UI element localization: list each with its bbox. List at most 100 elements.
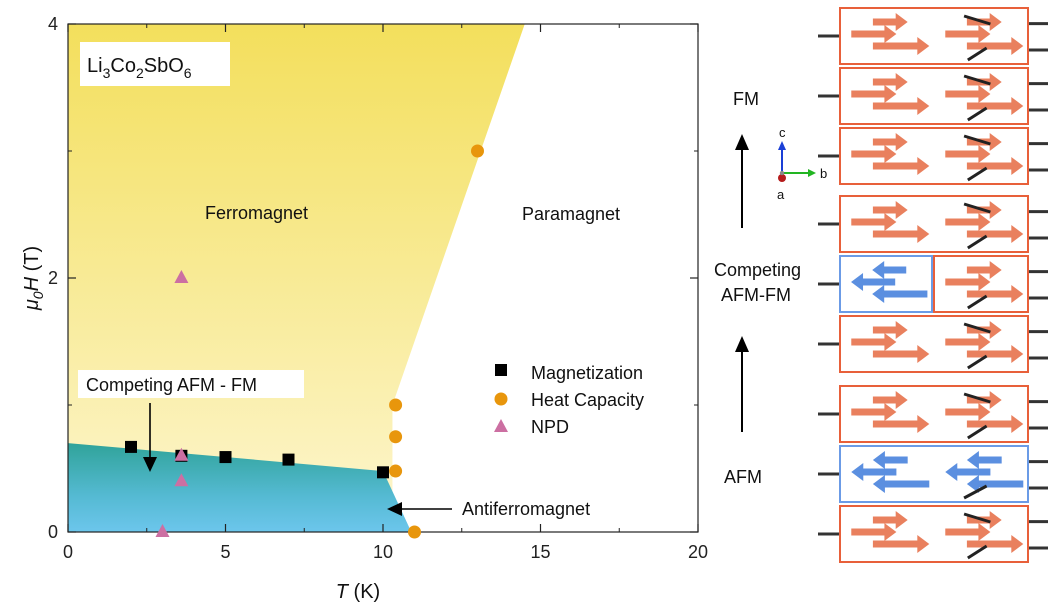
axis-label-b: b — [820, 166, 827, 181]
spin-panel-fm — [818, 195, 1048, 253]
legend-marker-npd — [494, 419, 508, 432]
heat-capacity-point — [389, 464, 403, 478]
spin-arrow-head — [1011, 535, 1024, 553]
spin-arrow-head — [978, 213, 991, 231]
annotation-competing: Competing AFM - FM — [86, 375, 257, 395]
spin-arrow-head — [1011, 37, 1024, 55]
magnetization-point — [282, 453, 295, 466]
label-fm: FM — [733, 89, 759, 109]
spin-arrow-head — [978, 145, 991, 163]
spin-arrow-head — [966, 475, 979, 493]
magnetization-point — [125, 440, 137, 453]
spin-arrow-head — [1011, 345, 1024, 363]
spin-arrow-head — [917, 415, 930, 433]
spin-panel-fm — [818, 7, 1048, 65]
annotation-arrowhead-competing — [143, 457, 157, 472]
spin-arrow-head — [989, 73, 1002, 91]
spin-arrow-head — [978, 25, 991, 43]
heat-capacity-point — [389, 398, 403, 412]
y-tick-label: 0 — [48, 522, 58, 542]
progression-arrowhead-lower — [735, 336, 749, 352]
npd-point — [155, 524, 170, 537]
spin-arrow-head — [872, 285, 885, 303]
legend-label-magnetization: Magnetization — [531, 363, 643, 383]
spin-arrow-head — [895, 391, 908, 409]
spin-arrow-head — [989, 391, 1002, 409]
axis-label-a: a — [777, 187, 785, 202]
legend-marker-magnetization — [495, 364, 507, 376]
bond-rod — [963, 74, 991, 86]
legend: Magnetization Heat Capacity NPD — [494, 363, 644, 437]
bond-rod — [963, 484, 988, 500]
spin-structure-diagram: FM Competing AFM-FM AFM c b a — [714, 7, 1048, 563]
bond-rod — [963, 512, 991, 524]
region-label-paramagnet: Paramagnet — [522, 204, 620, 224]
bond-rod — [967, 544, 988, 560]
bond-rod — [967, 106, 988, 122]
heat-capacity-point — [408, 525, 421, 539]
x-tick-label: 15 — [530, 542, 550, 562]
spin-arrow-head — [989, 321, 1002, 339]
ferromagnet-region — [68, 24, 525, 532]
crystal-axes-icon — [778, 141, 816, 182]
bond-rod — [967, 166, 988, 182]
bond-rod — [967, 46, 988, 62]
chart-title: Li3Co2SbO6 — [87, 55, 192, 81]
annotation-antiferromagnet: Antiferromagnet — [462, 499, 590, 519]
spin-panel-fm — [818, 67, 1048, 125]
npd-point — [174, 473, 189, 487]
spin-arrow-head — [917, 97, 930, 115]
spin-arrow-head — [884, 213, 897, 231]
spin-arrow-head — [895, 321, 908, 339]
bond-rod — [967, 234, 988, 250]
spin-arrow-head — [978, 85, 991, 103]
y-tick-labels: 0 2 4 — [48, 14, 58, 542]
magnetization-point — [377, 466, 389, 479]
spin-arrow-head — [851, 273, 864, 291]
spin-arrow-head — [989, 511, 1002, 529]
spin-arrow-head — [872, 261, 885, 279]
heat-capacity-point — [471, 144, 484, 158]
heat-capacity-point — [389, 430, 403, 444]
x-tick-label: 5 — [220, 542, 230, 562]
spin-arrow-head — [917, 157, 930, 175]
bond-rod — [963, 14, 991, 26]
progression-arrowhead-upper — [735, 134, 749, 150]
spin-arrow-head — [895, 13, 908, 31]
spin-arrow-head — [978, 273, 991, 291]
label-competing-line1: Competing — [714, 260, 801, 280]
spin-arrow-head — [895, 133, 908, 151]
x-tick-label: 10 — [373, 542, 393, 562]
data-markers — [125, 144, 484, 539]
spin-arrow-head — [989, 261, 1002, 279]
spin-arrow-head — [884, 333, 897, 351]
axis-label-c: c — [779, 125, 786, 140]
spin-arrow-head — [1011, 97, 1024, 115]
y-tick-label: 2 — [48, 268, 58, 288]
spin-arrow-head — [851, 463, 864, 481]
region-label-ferromagnet: Ferromagnet — [205, 203, 308, 223]
y-tick-label: 4 — [48, 14, 58, 34]
spin-arrow-head — [917, 535, 930, 553]
legend-label-heat-capacity: Heat Capacity — [531, 390, 644, 410]
bond-rod — [963, 392, 991, 404]
spin-arrow-head — [884, 85, 897, 103]
spin-arrow-head — [895, 201, 908, 219]
spin-arrow-head — [966, 451, 979, 469]
y-axis-title: μ0H (T) — [21, 246, 46, 311]
spin-arrow-head — [917, 345, 930, 363]
bond-rod — [963, 322, 991, 334]
bond-rod — [963, 134, 991, 146]
magnetization-point — [219, 451, 232, 464]
spin-arrow-head — [872, 451, 885, 469]
npd-point — [174, 270, 189, 283]
annotation-arrowhead-afm — [387, 502, 402, 516]
spin-arrow-head — [895, 511, 908, 529]
x-axis-title: T (K) — [336, 581, 380, 603]
bond-rod — [967, 354, 988, 370]
spin-arrow-head — [884, 145, 897, 163]
spin-arrow-head — [978, 403, 991, 421]
label-afm: AFM — [724, 467, 762, 487]
spin-arrow-head — [978, 333, 991, 351]
